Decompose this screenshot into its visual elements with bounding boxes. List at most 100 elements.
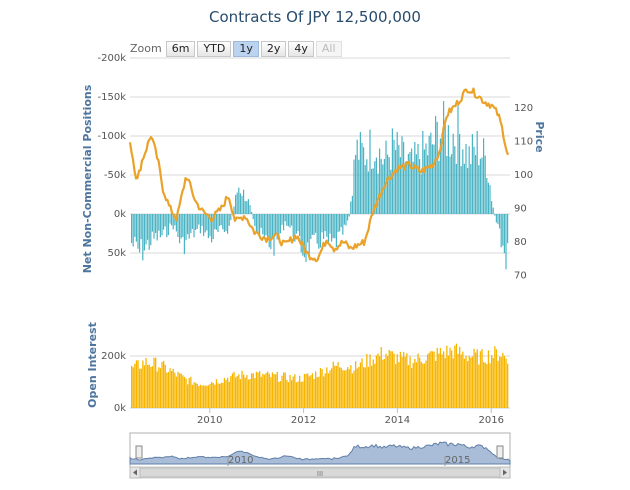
open-interest-bar bbox=[265, 373, 267, 408]
open-interest-bar bbox=[475, 352, 477, 408]
positions-bar bbox=[175, 214, 177, 232]
open-interest-bar bbox=[505, 358, 507, 408]
zoom-4y-button[interactable]: 4y bbox=[288, 40, 314, 57]
positions-bar bbox=[428, 135, 430, 214]
positions-bar bbox=[167, 214, 169, 236]
open-interest-bar bbox=[415, 362, 418, 408]
open-interest-bar bbox=[483, 362, 485, 408]
positions-bar bbox=[345, 214, 347, 226]
positions-bar bbox=[278, 214, 280, 240]
positions-bar bbox=[291, 214, 293, 226]
open-interest-bar bbox=[487, 350, 490, 408]
open-interest-bar bbox=[177, 371, 179, 408]
open-interest-bar bbox=[457, 353, 459, 408]
open-interest-bar bbox=[438, 353, 440, 408]
x-tick-label: 2016 bbox=[479, 415, 504, 426]
open-interest-bar bbox=[350, 365, 352, 408]
open-interest-bar bbox=[478, 364, 480, 408]
open-interest-bar bbox=[191, 384, 194, 408]
open-interest-bar bbox=[206, 385, 208, 408]
positions-bar bbox=[227, 214, 229, 234]
open-interest-bar bbox=[270, 377, 272, 408]
positions-bar bbox=[452, 133, 454, 214]
positions-bar bbox=[489, 185, 491, 214]
positions-bar bbox=[283, 214, 285, 231]
open-interest-bar bbox=[303, 373, 306, 408]
positions-bar bbox=[411, 148, 413, 214]
open-interest-bar bbox=[502, 352, 504, 408]
positions-bar bbox=[403, 141, 405, 214]
open-interest-bar bbox=[363, 367, 365, 408]
navigator[interactable]: 2010 2015 bbox=[129, 432, 511, 469]
positions-bar bbox=[246, 201, 248, 214]
positions-bar bbox=[318, 214, 320, 249]
open-interest-bar bbox=[220, 382, 222, 408]
open-interest-bar bbox=[439, 347, 442, 408]
positions-bar bbox=[379, 148, 381, 214]
zoom-1y-button[interactable]: 1y bbox=[233, 40, 259, 57]
open-interest-bar bbox=[166, 372, 168, 408]
open-interest-bar bbox=[227, 377, 229, 408]
open-interest-bar bbox=[132, 367, 134, 408]
positions-bar bbox=[475, 154, 477, 214]
positions-bar bbox=[433, 144, 435, 214]
open-interest-bar bbox=[315, 371, 317, 408]
open-interest-bar bbox=[239, 379, 242, 408]
navigator-right-handle[interactable] bbox=[496, 445, 504, 459]
positions-bar bbox=[329, 214, 331, 234]
zoom-ytd-button[interactable]: YTD bbox=[197, 40, 232, 57]
open-interest-bar bbox=[275, 374, 277, 408]
positions-bar bbox=[347, 214, 349, 221]
positions-bar bbox=[460, 166, 462, 214]
positions-bar bbox=[316, 214, 318, 244]
open-interest-bar bbox=[451, 350, 453, 408]
open-interest-bar bbox=[366, 354, 368, 408]
positions-bar bbox=[455, 163, 457, 214]
open-interest-bar bbox=[361, 358, 363, 408]
positions-bar bbox=[179, 214, 181, 244]
open-interest-bar bbox=[398, 362, 400, 408]
open-interest-bar bbox=[337, 362, 339, 408]
zoom-all-button[interactable]: All bbox=[315, 40, 342, 57]
open-interest-bar bbox=[241, 370, 243, 408]
open-interest-bar bbox=[468, 356, 470, 408]
open-interest-bar bbox=[327, 373, 330, 408]
positions-bar bbox=[478, 165, 480, 214]
positions-bar bbox=[207, 214, 209, 239]
positions-bar bbox=[391, 128, 393, 214]
open-interest-bar bbox=[334, 365, 336, 408]
y-left-tick-label: -150k bbox=[98, 92, 127, 103]
positions-bar bbox=[198, 214, 200, 225]
open-interest-bar bbox=[420, 361, 422, 408]
zoom-2y-button[interactable]: 2y bbox=[260, 40, 287, 57]
open-interest-bar bbox=[267, 371, 269, 408]
open-interest-bar bbox=[383, 358, 386, 408]
positions-bar bbox=[494, 214, 496, 216]
scrollbar[interactable]: III bbox=[129, 466, 511, 479]
open-interest-bar bbox=[295, 382, 298, 408]
positions-bar bbox=[366, 159, 368, 214]
positions-bar bbox=[443, 101, 445, 214]
open-interest-bar bbox=[230, 376, 232, 408]
open-interest-bar bbox=[190, 376, 192, 408]
open-interest-bar bbox=[180, 373, 182, 408]
open-interest-bar bbox=[486, 364, 488, 408]
positions-bar bbox=[374, 161, 376, 214]
positions-bar bbox=[502, 214, 504, 246]
open-interest-bar bbox=[246, 375, 248, 408]
positions-bar bbox=[467, 167, 469, 214]
navigator-left-handle[interactable] bbox=[135, 445, 143, 459]
open-interest-bar bbox=[470, 357, 472, 408]
open-interest-bar bbox=[340, 367, 342, 408]
zoom-6m-button[interactable]: 6m bbox=[165, 40, 196, 57]
positions-bar bbox=[281, 214, 283, 225]
positions-bar bbox=[193, 214, 195, 238]
positions-bar bbox=[401, 136, 403, 214]
open-interest-bar bbox=[443, 351, 445, 408]
open-interest-bar bbox=[219, 383, 221, 408]
open-interest-bar bbox=[252, 373, 254, 408]
positions-bar bbox=[371, 168, 373, 214]
positions-bar bbox=[206, 214, 208, 231]
positions-bar bbox=[334, 214, 336, 239]
y-left-tick-label: -50k bbox=[104, 170, 126, 181]
